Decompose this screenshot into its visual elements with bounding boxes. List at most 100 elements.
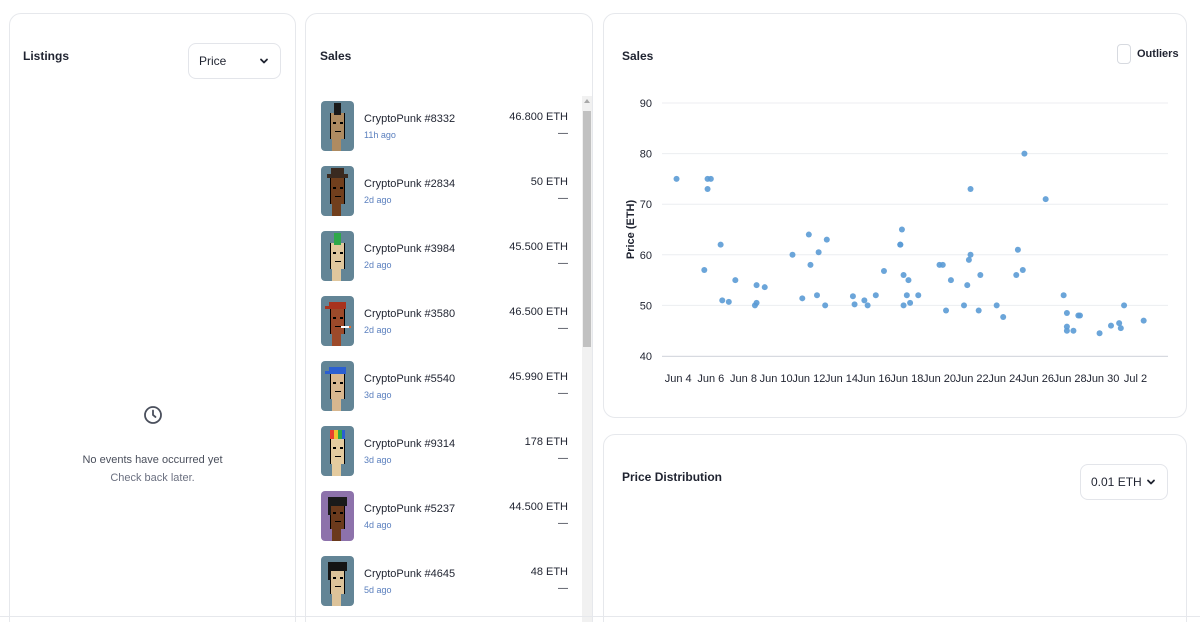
punk-avatar [321,231,354,281]
sale-point [799,295,806,302]
punk-avatar [321,426,354,476]
sale-name[interactable]: CryptoPunk #3984 [364,243,456,255]
sale-point [967,186,974,193]
sale-point [880,267,887,274]
empty-title: No events have occurred yet [82,454,223,466]
scroll-up-arrow[interactable] [584,99,590,103]
sale-point [861,297,868,304]
sale-usd: — [558,128,568,139]
punk-avatar [321,166,354,216]
clock-icon [143,406,162,424]
y-tick-label: 50 [640,300,652,312]
sale-point [1108,322,1114,329]
bin-size-label: 0.01 ETH [1091,475,1142,489]
scrollbar[interactable] [582,96,592,622]
sale-point [822,302,829,309]
sale-point [947,277,954,284]
sale-row[interactable]: CryptoPunk #8332 11h ago 46.800 ETH — [320,98,582,163]
sale-point [900,272,907,279]
x-tick-label: Jun 28 [1054,373,1087,385]
distribution-title: Price Distribution [622,470,723,484]
sale-row[interactable]: CryptoPunk #3580 2d ago 46.500 ETH — [320,293,582,358]
sales-list: CryptoPunk #8332 11h ago 46.800 ETH — Cr… [320,98,582,618]
x-tick-label: Jun 12 [792,373,825,385]
sale-point [1140,317,1147,324]
scroll-thumb[interactable] [583,111,591,347]
y-axis-label: Price (ETH) [625,200,637,260]
sale-usd: — [558,193,568,204]
x-tick-label: Jun 26 [1021,373,1054,385]
sale-name[interactable]: CryptoPunk #8332 [364,113,456,125]
price-distribution-panel: Price Distribution 0.01 ETH [603,434,1187,622]
sale-row[interactable]: CryptoPunk #3984 2d ago 45.500 ETH — [320,228,582,293]
sale-name[interactable]: CryptoPunk #2834 [364,178,456,190]
sale-time: 4d ago [364,520,392,530]
sale-point [864,302,871,309]
bottom-divider [0,616,1200,617]
sale-usd: — [558,258,568,269]
sale-time: 5d ago [364,585,392,595]
sale-point [961,302,967,309]
sale-usd: — [558,388,568,399]
x-tick-label: Jul 2 [1124,373,1147,385]
sale-row[interactable]: CryptoPunk #5540 3d ago 45.990 ETH — [320,358,582,423]
sale-point [977,272,984,279]
sale-point [1063,323,1070,330]
sale-time: 3d ago [364,390,392,400]
sale-point [965,256,972,263]
sale-point [753,282,760,289]
sale-point [814,292,820,299]
sale-row[interactable]: CryptoPunk #9314 3d ago 178 ETH — [320,423,582,488]
sale-point [872,292,879,299]
empty-state: No events have occurred yet Check back l… [10,404,295,484]
x-tick-label: Jun 22 [956,373,989,385]
outliers-checkbox[interactable] [1117,44,1131,64]
sale-point [907,299,914,306]
sale-row[interactable]: CryptoPunk #4645 5d ago 48 ETH — [320,553,582,618]
sales-panel: Sales CryptoPunk #8332 11h ago 46.800 ET… [305,13,593,622]
sale-point [964,282,971,289]
sale-name[interactable]: CryptoPunk #4645 [364,568,456,580]
sale-point [1076,312,1083,319]
sale-point [823,236,830,243]
listings-title: Listings [23,49,70,63]
sale-point [707,175,714,182]
sale-price: 178 ETH [524,436,568,448]
sale-usd: — [558,583,568,594]
sale-point [897,241,904,248]
sale-point [717,241,724,248]
punk-avatar [321,491,354,541]
sale-point [704,186,711,193]
sale-time: 2d ago [364,325,392,335]
sale-row[interactable]: CryptoPunk #2834 2d ago 50 ETH — [320,163,582,228]
outliers-label: Outliers [1137,48,1179,60]
sale-name[interactable]: CryptoPunk #9314 [364,438,456,450]
sale-point [939,261,946,268]
x-tick-label: Jun 18 [890,373,923,385]
sale-point [967,251,974,258]
sale-name[interactable]: CryptoPunk #5540 [364,373,456,385]
sale-point [753,299,760,306]
sale-price: 50 ETH [530,176,568,188]
sale-time: 2d ago [364,195,392,205]
sale-point [1000,314,1007,321]
sale-point [975,307,982,314]
x-tick-label: Jun 24 [988,373,1021,385]
punk-pixel-art [321,296,354,346]
sale-name[interactable]: CryptoPunk #3580 [364,308,456,320]
sale-point [719,297,726,304]
y-tick-label: 80 [640,149,652,161]
sale-point [903,292,910,299]
sale-row[interactable]: CryptoPunk #5237 4d ago 44.500 ETH — [320,488,582,553]
outliers-toggle[interactable]: Outliers [1117,44,1179,64]
sale-point [1121,302,1128,309]
sale-time: 11h ago [364,130,396,140]
sale-name[interactable]: CryptoPunk #5237 [364,503,456,515]
sale-usd: — [558,518,568,529]
bin-size-select[interactable]: 0.01 ETH [1080,464,1168,500]
sort-select[interactable]: Price [188,43,281,79]
sale-point [805,231,812,238]
sale-point [1013,272,1020,279]
punk-avatar [321,556,354,606]
punk-avatar [321,296,354,346]
